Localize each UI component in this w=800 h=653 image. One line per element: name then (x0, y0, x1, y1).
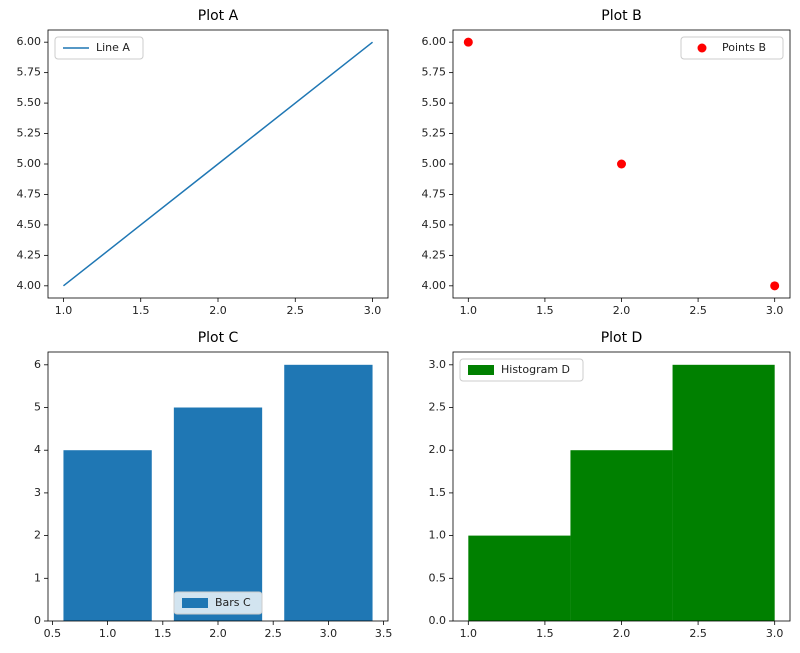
y-tick-label: 5.75 (17, 66, 42, 79)
x-tick-label: 2.0 (613, 304, 631, 317)
legend-label: Bars C (215, 596, 251, 609)
subplot: Plot D 1.0 1.5 2.0 2.5 3.0 0.0 0.5 1.0 1.5 2.0 2.5 3… (429, 330, 791, 640)
y-tick-label: 3.0 (429, 358, 447, 371)
subplot: Plot A 1.0 1.5 2.0 2.5 3.0 4.00 4.25 4.50 4.75 5.0… (17, 8, 389, 317)
x-tick-label: 1.0 (99, 627, 117, 640)
histogram-bar (570, 450, 673, 621)
y-tick-label: 2.5 (429, 401, 447, 414)
legend-box (680, 36, 784, 60)
y-tick-label: 3 (34, 486, 41, 499)
y-tick-label: 5.00 (422, 157, 447, 170)
y-tick-label: 2.0 (429, 443, 447, 456)
y-tick-label: 4.25 (17, 248, 42, 261)
subplot: Plot B 1.0 1.5 2.0 2.5 3.0 4.00 4.25 4.50 4.75 5.0… (422, 8, 791, 317)
legend-label: Histogram D (501, 363, 570, 376)
y-tick-label: 1 (34, 571, 41, 584)
y-tick-label: 4.50 (422, 218, 447, 231)
legend-handle (697, 43, 707, 53)
point (617, 159, 626, 169)
x-tick-label: 2.5 (689, 627, 707, 640)
x-tick-label: 0.5 (44, 627, 62, 640)
y-tick-label: 5 (34, 401, 41, 414)
y-tick-label: 5.50 (422, 96, 447, 109)
histogram-bar (468, 535, 571, 621)
x-tick-label: 3.0 (766, 304, 784, 317)
x-tick-label: 3.5 (375, 627, 393, 640)
x-tick-label: 3.0 (766, 627, 784, 640)
legend-handle (468, 365, 494, 375)
x-tick-label: 2.5 (689, 304, 707, 317)
subplot: Plot C 0.5 1.0 1.5 2.0 2.5 3.0 3.5 0 1 2 3 4 5 6 Bars C (34, 330, 392, 640)
legend-box (173, 591, 263, 615)
y-tick-label: 2 (34, 529, 41, 542)
y-tick-label: 4.00 (422, 279, 447, 292)
x-tick-label: 1.0 (55, 304, 73, 317)
x-tick-label: 1.5 (132, 304, 150, 317)
x-tick-label: 2.5 (287, 304, 305, 317)
y-tick-label: 5.75 (422, 66, 447, 79)
histogram-bar (672, 364, 775, 621)
y-tick-label: 6.00 (422, 35, 447, 48)
subplot-title: Plot C (198, 330, 239, 346)
legend-label: Line A (96, 41, 130, 54)
x-tick-label: 1.5 (536, 627, 554, 640)
y-tick-label: 4 (34, 443, 41, 456)
y-tick-label: 5.00 (17, 157, 42, 170)
x-tick-label: 3.0 (364, 304, 382, 317)
y-tick-label: 6 (34, 358, 41, 371)
y-tick-label: 5.25 (17, 127, 42, 140)
y-tick-label: 4.75 (422, 187, 447, 200)
x-tick-label: 1.5 (154, 627, 172, 640)
bar (284, 364, 373, 621)
legend-handle (182, 598, 208, 608)
y-tick-label: 4.75 (17, 187, 42, 200)
bar (173, 407, 263, 621)
y-tick-label: 4.50 (17, 218, 42, 231)
line (62, 41, 374, 287)
legend-box (459, 358, 584, 382)
y-tick-label: 5.50 (17, 96, 42, 109)
x-tick-label: 3.0 (320, 627, 338, 640)
subplot-title: Plot B (601, 8, 641, 24)
bar (63, 450, 152, 621)
legend-box (54, 36, 144, 60)
x-tick-label: 1.0 (460, 627, 478, 640)
y-tick-label: 6.00 (17, 35, 42, 48)
y-tick-label: 4.25 (422, 248, 447, 261)
point (770, 281, 780, 291)
x-tick-label: 1.5 (536, 304, 554, 317)
y-tick-label: 4.00 (17, 279, 42, 292)
x-tick-label: 2.0 (209, 304, 227, 317)
x-tick-label: 1.0 (460, 304, 478, 317)
y-tick-label: 1.5 (429, 486, 447, 499)
y-tick-label: 1.0 (429, 529, 447, 542)
subplot-title: Plot A (198, 8, 239, 24)
y-tick-label: 5.25 (422, 127, 447, 140)
y-tick-label: 0 (34, 614, 41, 627)
y-tick-label: 0.0 (429, 614, 447, 627)
subplot-title: Plot D (601, 330, 643, 346)
y-tick-label: 0.5 (429, 571, 447, 584)
legend-label: Points B (722, 41, 766, 54)
x-tick-label: 2.0 (209, 627, 227, 640)
x-tick-label: 2.0 (613, 627, 631, 640)
point (463, 37, 473, 47)
x-tick-label: 2.5 (264, 627, 282, 640)
